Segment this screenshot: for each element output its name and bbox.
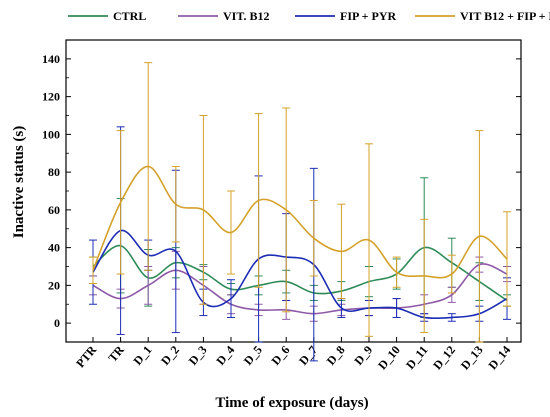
y-tick-label: 80 <box>48 165 60 179</box>
x-tick-label: TR <box>105 343 127 365</box>
y-tick-label: 140 <box>42 52 60 66</box>
y-tick-label: 60 <box>48 203 60 217</box>
legend-label: VIT. B12 <box>223 9 269 23</box>
legend-label: VIT B12 + FIP + PYR <box>460 9 550 23</box>
x-tick-label: D_4 <box>213 343 237 368</box>
x-axis-title: Time of exposure (days) <box>215 395 368 411</box>
x-tick-label: D_11 <box>403 343 430 372</box>
x-tick-label: D_9 <box>351 343 375 368</box>
legend-label: FIP + PYR <box>340 9 397 23</box>
x-tick-label: D_5 <box>241 343 265 368</box>
y-tick-label: 100 <box>42 127 60 141</box>
x-tick-label: D_10 <box>375 343 403 372</box>
y-tick-label: 40 <box>48 241 60 255</box>
x-tick-label: D_3 <box>186 343 210 368</box>
x-tick-label: D_7 <box>296 343 320 368</box>
series-line <box>92 229 508 320</box>
legend-label: CTRL <box>113 9 146 23</box>
y-tick-label: 0 <box>54 316 60 330</box>
series-line <box>92 263 508 315</box>
plot-frame <box>65 39 522 343</box>
x-tick-label: D_13 <box>458 343 486 372</box>
y-tick-label: 20 <box>48 278 60 292</box>
series-3 <box>89 62 511 343</box>
y-axis-title: Inactive status (s) <box>11 126 27 239</box>
x-tick-label: D_14 <box>485 343 513 372</box>
series-line <box>92 244 508 302</box>
x-tick-label: D_6 <box>268 343 292 368</box>
y-tick-label: 120 <box>42 90 60 104</box>
series-2 <box>89 126 511 362</box>
legend: CTRL VIT. B12 FIP + PYR VIT B12 + FIP + PYR <box>68 9 550 23</box>
x-tick-label: D_2 <box>158 343 182 368</box>
x-tick-label: D_1 <box>130 343 154 368</box>
x-tick-label: D_12 <box>430 343 458 372</box>
x-tick-label: D_8 <box>324 343 348 368</box>
x-tick-label: PTR <box>73 343 99 371</box>
series-line <box>92 165 508 279</box>
